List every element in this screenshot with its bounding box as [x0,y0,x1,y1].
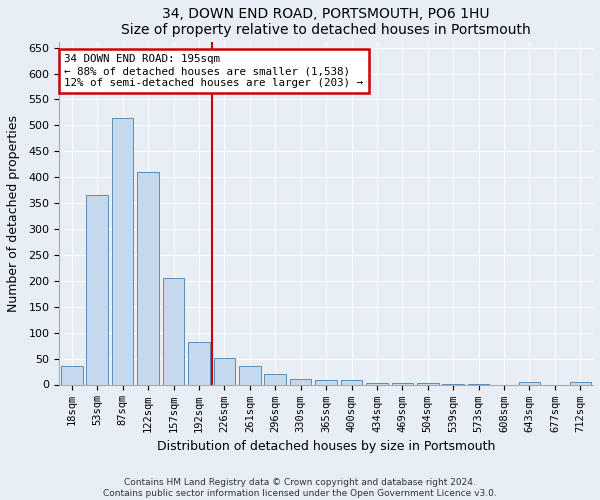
Bar [188,342,210,384]
Bar [341,380,362,384]
Title: 34, DOWN END ROAD, PORTSMOUTH, PO6 1HU
Size of property relative to detached hou: 34, DOWN END ROAD, PORTSMOUTH, PO6 1HU S… [121,7,531,37]
Bar [518,382,540,384]
Bar [290,380,311,384]
Bar [315,380,337,384]
Bar [569,382,591,384]
Y-axis label: Number of detached properties: Number of detached properties [7,115,20,312]
Bar [265,374,286,384]
Bar [214,358,235,384]
Bar [112,118,133,384]
Bar [239,366,260,384]
Bar [86,196,108,384]
Text: Contains HM Land Registry data © Crown copyright and database right 2024.
Contai: Contains HM Land Registry data © Crown c… [103,478,497,498]
Text: 34 DOWN END ROAD: 195sqm
← 88% of detached houses are smaller (1,538)
12% of sem: 34 DOWN END ROAD: 195sqm ← 88% of detach… [64,54,364,88]
Bar [163,278,184,384]
Bar [137,172,159,384]
Bar [61,366,83,384]
X-axis label: Distribution of detached houses by size in Portsmouth: Distribution of detached houses by size … [157,440,495,453]
